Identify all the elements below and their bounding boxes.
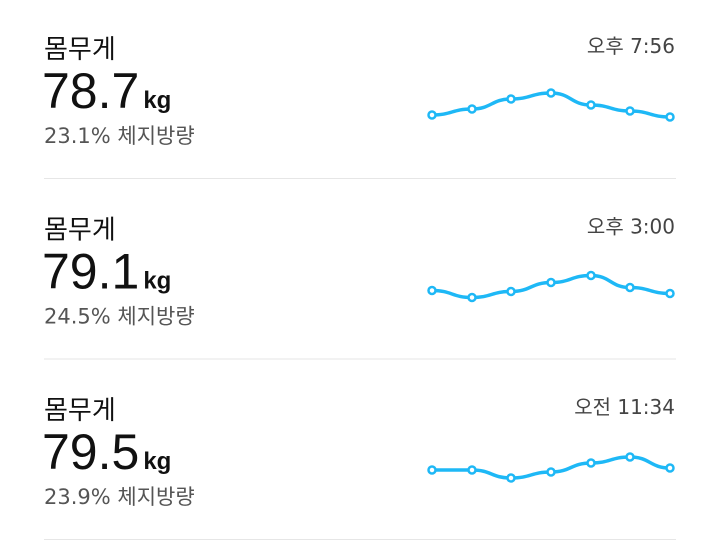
weight-value: 79.1	[42, 244, 139, 300]
trend-point	[586, 100, 596, 110]
body-fat: 23.9% 체지방량	[44, 485, 195, 509]
trend-point	[467, 292, 477, 303]
trend-point	[546, 467, 556, 477]
weight-value: 78.7	[42, 63, 139, 119]
item-label: 몸무게	[44, 216, 116, 246]
body-fat: 24.5% 체지방량	[44, 305, 195, 329]
trend-point	[506, 473, 516, 483]
trend-point	[467, 465, 477, 475]
trend-point	[546, 277, 556, 288]
item-label: 몸무게	[44, 396, 116, 426]
weight-value: 79.5	[42, 424, 139, 480]
trend-point	[586, 270, 596, 281]
trend-point	[427, 465, 437, 475]
time: 오후 7:56	[587, 34, 675, 58]
time: 오전 11:34	[574, 395, 675, 419]
trend-point	[427, 110, 437, 120]
item-label: 몸무게	[44, 35, 116, 65]
trend-point	[586, 458, 596, 468]
trend-point	[506, 286, 516, 297]
trend-point	[665, 463, 675, 473]
time: 오후 3:00	[587, 215, 675, 239]
trend-point	[546, 88, 556, 98]
trend-point	[625, 106, 635, 116]
trend-point	[665, 288, 675, 299]
trend-point	[427, 285, 437, 296]
trend-point	[625, 282, 635, 293]
weight-unit: kg	[143, 87, 171, 114]
trend-point	[506, 94, 516, 104]
trend-point	[665, 112, 675, 122]
weight-unit: kg	[143, 448, 171, 475]
weight-unit: kg	[143, 268, 171, 295]
trend-point	[625, 452, 635, 462]
body-fat: 23.1% 체지방량	[44, 124, 195, 148]
trend-point	[467, 104, 477, 114]
